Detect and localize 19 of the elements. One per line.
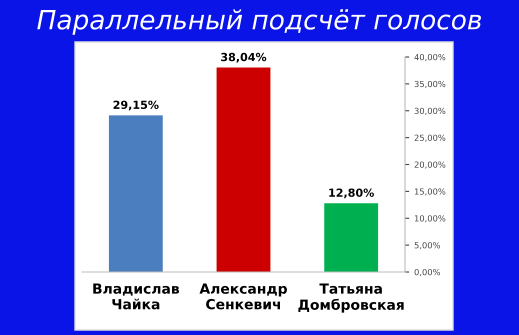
y-tick-label: 35,00%: [414, 80, 446, 88]
data-label: 29,15%: [114, 100, 159, 110]
bar: [216, 68, 270, 272]
y-tick-label: 5,00%: [414, 242, 440, 250]
data-label: 38,04%: [221, 52, 266, 63]
bar: [324, 203, 378, 272]
y-tick-label: 30,00%: [414, 108, 446, 115]
y-tick-label: 15,00%: [414, 188, 446, 196]
chart-title: Параллельный подсчёт голосов: [37, 9, 481, 35]
bar: [108, 115, 163, 272]
x-tick-label: Владислав Чайка: [93, 284, 180, 310]
y-tick-label: 40,00%: [414, 54, 446, 62]
data-label: 12,80%: [329, 188, 374, 198]
y-tick-label: 0,00%: [414, 268, 440, 276]
y-tick-label: 20,00%: [414, 161, 446, 169]
x-tick-label: Александр Сенкевич: [200, 284, 287, 310]
y-tick-label: 25,00%: [414, 134, 446, 142]
y-tick-label: 10,00%: [414, 215, 446, 222]
x-tick-label: Татьяна Домбровская: [298, 284, 404, 313]
